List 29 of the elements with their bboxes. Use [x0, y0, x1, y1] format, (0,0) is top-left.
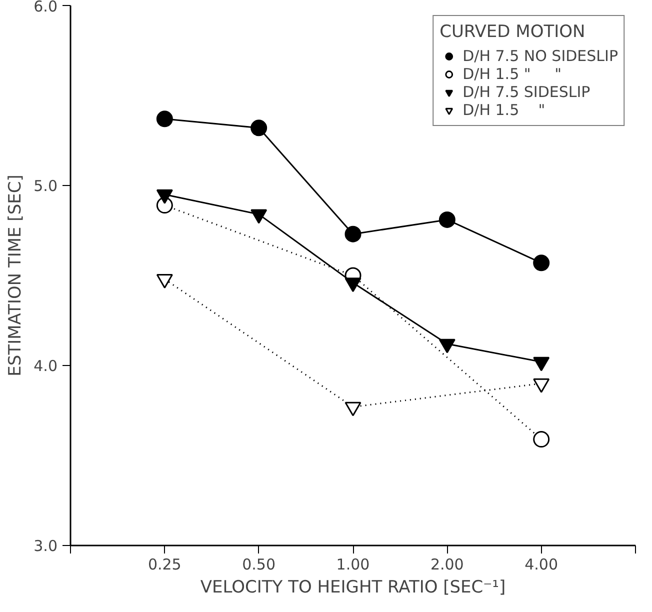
legend-label: D/H 7.5 NO SIDESLIP	[462, 47, 618, 65]
legend-label: D/H 7.5 SIDESLIP	[462, 83, 590, 101]
point	[438, 338, 456, 354]
x-tick-label: 2.00	[430, 556, 464, 574]
point	[344, 226, 362, 242]
point	[156, 189, 173, 204]
y-tick-label: 3.0	[34, 537, 58, 555]
x-axis-title: VELOCITY TO HEIGHT RATIO [SEC⁻¹]	[200, 578, 506, 598]
point	[533, 378, 550, 393]
legend-title: CURVED MOTION	[440, 22, 586, 42]
point	[156, 110, 173, 128]
point	[156, 274, 173, 289]
point	[533, 356, 550, 372]
y-tick-label: 5.0	[34, 177, 58, 195]
y-tick-label: 6.0	[34, 0, 58, 16]
point	[344, 402, 362, 416]
legend-label: D/H 1.5 " "	[462, 65, 562, 83]
point	[250, 120, 268, 136]
point	[438, 211, 456, 228]
x-tick-label: 4.00	[524, 556, 558, 574]
point	[344, 278, 362, 292]
x-tick-label: 0.25	[148, 556, 182, 574]
legend-label: D/H 1.5 "	[462, 101, 546, 119]
y-tick-label: 4.0	[34, 357, 58, 375]
point	[250, 209, 268, 224]
point	[533, 254, 550, 272]
x-tick-label: 0.50	[242, 556, 276, 574]
y-axis-title: ESTIMATION TIME [SEC]	[6, 174, 26, 376]
x-tick-label: 1.00	[336, 556, 370, 574]
